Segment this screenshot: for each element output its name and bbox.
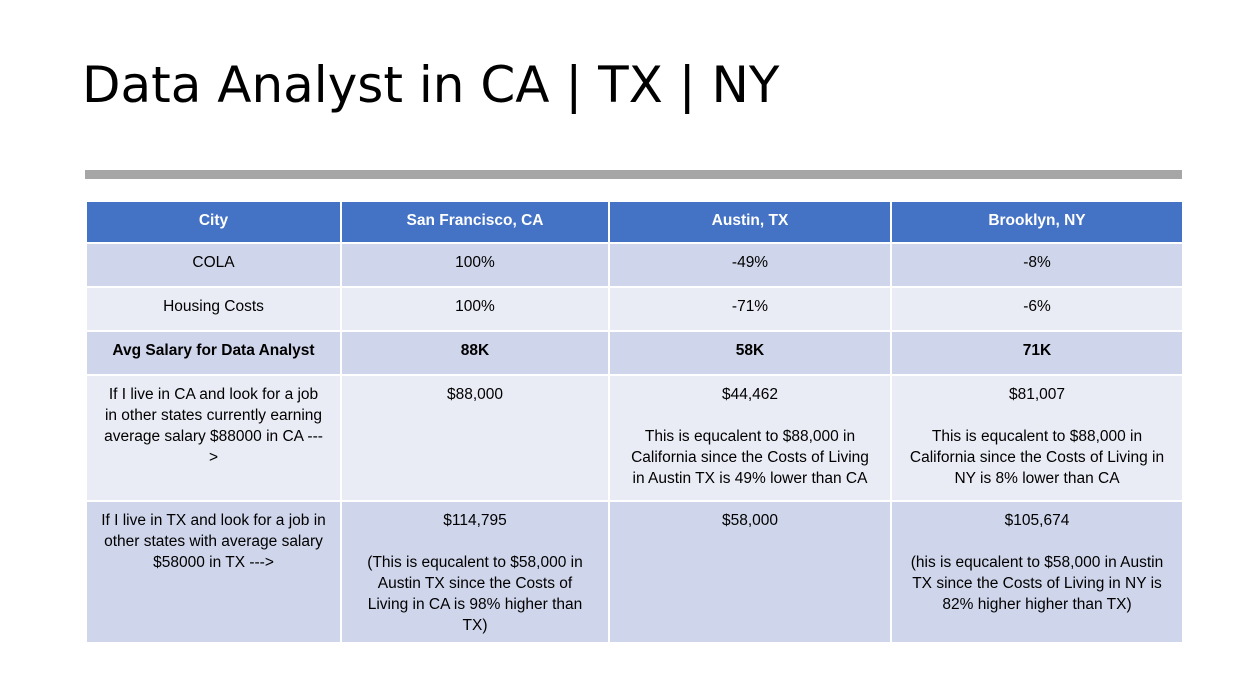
table-cell: $114,795 (This is equcalent to $58,000 i… xyxy=(340,500,610,644)
cell-value: 88K xyxy=(340,330,610,376)
table-cell: $44,462 This is equcalent to $88,000 in … xyxy=(608,374,892,502)
cell-value: 100% xyxy=(340,286,610,332)
row-label: Housing Costs xyxy=(85,286,342,332)
cell-note: (his is equcalent to $58,000 in Austin T… xyxy=(910,554,1164,613)
table-row-cola: COLA 100% -49% -8% xyxy=(85,242,1184,288)
header-san-francisco: San Francisco, CA xyxy=(340,200,610,244)
cell-value: $88,000 xyxy=(446,386,504,403)
header-city: City xyxy=(85,200,342,244)
cell-note: This is equcalent to $88,000 in Californ… xyxy=(631,428,869,487)
header-brooklyn: Brooklyn, NY xyxy=(890,200,1184,244)
table-row-ca-scenario: If I live in CA and look for a job in ot… xyxy=(85,374,1184,502)
table-row-avg-salary: Avg Salary for Data Analyst 88K 58K 71K xyxy=(85,330,1184,376)
cell-value: $105,674 xyxy=(1004,512,1070,529)
cell-value: -6% xyxy=(890,286,1184,332)
row-label: COLA xyxy=(85,242,342,288)
header-austin: Austin, TX xyxy=(608,200,892,244)
cell-value: -8% xyxy=(890,242,1184,288)
table-cell: $81,007 This is equcalent to $88,000 in … xyxy=(890,374,1184,502)
table-cell: $105,674 (his is equcalent to $58,000 in… xyxy=(890,500,1184,644)
table-row-tx-scenario: If I live in TX and look for a job in ot… xyxy=(85,500,1184,644)
row-label: Avg Salary for Data Analyst xyxy=(85,330,342,376)
cell-value: $81,007 xyxy=(1008,386,1066,403)
table-row-housing-costs: Housing Costs 100% -71% -6% xyxy=(85,286,1184,332)
row-label: If I live in TX and look for a job in ot… xyxy=(85,500,342,644)
row-label: If I live in CA and look for a job in ot… xyxy=(85,374,342,502)
title-divider xyxy=(85,170,1182,179)
cell-value: 100% xyxy=(340,242,610,288)
cell-value: -49% xyxy=(608,242,892,288)
cell-value: 71K xyxy=(890,330,1184,376)
slide-title: Data Analyst in CA | TX | NY xyxy=(82,56,780,114)
table-cell: $88,000 xyxy=(340,374,610,502)
cell-value: -71% xyxy=(608,286,892,332)
cell-value: $58,000 xyxy=(721,512,779,529)
table-cell: $58,000 xyxy=(608,500,892,644)
table-header-row: City San Francisco, CA Austin, TX Brookl… xyxy=(85,200,1184,244)
cell-note: (This is equcalent to $58,000 in Austin … xyxy=(367,554,583,634)
cell-value: $44,462 xyxy=(721,386,779,403)
cell-value: $114,795 xyxy=(443,512,507,529)
cost-of-living-table: City San Francisco, CA Austin, TX Brookl… xyxy=(85,200,1184,644)
cell-note: This is equcalent to $88,000 in Californ… xyxy=(909,428,1165,487)
cell-value: 58K xyxy=(608,330,892,376)
